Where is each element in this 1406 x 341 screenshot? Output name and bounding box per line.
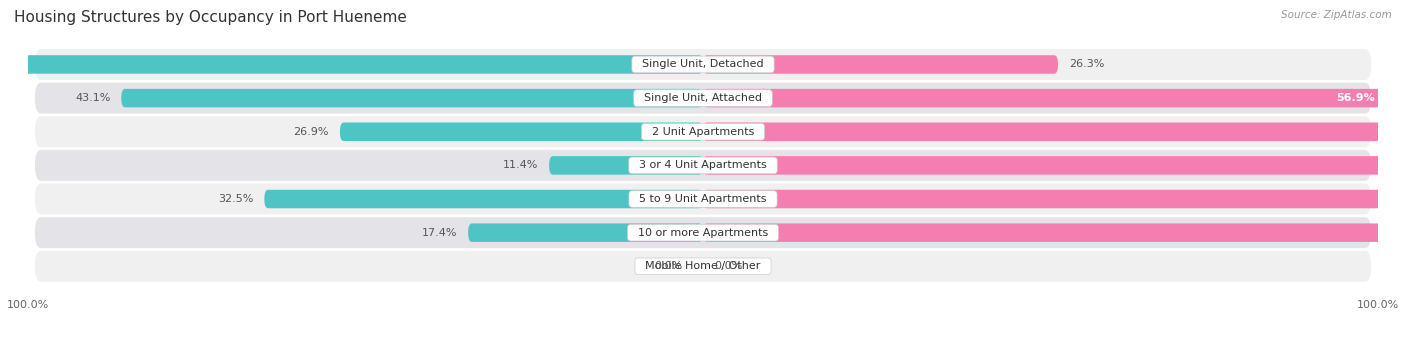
Text: Mobile Home / Other: Mobile Home / Other: [638, 261, 768, 271]
Text: 32.5%: 32.5%: [218, 194, 253, 204]
Text: 0.0%: 0.0%: [655, 261, 683, 271]
FancyBboxPatch shape: [703, 89, 1406, 107]
FancyBboxPatch shape: [35, 83, 1371, 114]
FancyBboxPatch shape: [703, 223, 1406, 242]
Text: 2 Unit Apartments: 2 Unit Apartments: [645, 127, 761, 137]
FancyBboxPatch shape: [550, 156, 703, 175]
FancyBboxPatch shape: [35, 183, 1371, 214]
FancyBboxPatch shape: [703, 55, 1057, 74]
Text: 0.0%: 0.0%: [714, 261, 742, 271]
FancyBboxPatch shape: [703, 122, 1406, 141]
Text: Single Unit, Detached: Single Unit, Detached: [636, 59, 770, 70]
FancyBboxPatch shape: [35, 217, 1371, 248]
FancyBboxPatch shape: [35, 251, 1371, 282]
Text: 10 or more Apartments: 10 or more Apartments: [631, 228, 775, 238]
FancyBboxPatch shape: [703, 156, 1406, 175]
FancyBboxPatch shape: [121, 89, 703, 107]
Text: 5 to 9 Unit Apartments: 5 to 9 Unit Apartments: [633, 194, 773, 204]
FancyBboxPatch shape: [703, 190, 1406, 208]
Text: Housing Structures by Occupancy in Port Hueneme: Housing Structures by Occupancy in Port …: [14, 10, 406, 25]
Text: 73.7%: 73.7%: [0, 59, 25, 70]
FancyBboxPatch shape: [35, 150, 1371, 181]
Text: 11.4%: 11.4%: [503, 160, 538, 170]
FancyBboxPatch shape: [35, 49, 1371, 80]
FancyBboxPatch shape: [340, 122, 703, 141]
Text: 26.9%: 26.9%: [294, 127, 329, 137]
FancyBboxPatch shape: [264, 190, 703, 208]
Text: 56.9%: 56.9%: [1337, 93, 1375, 103]
FancyBboxPatch shape: [0, 55, 703, 74]
Text: Single Unit, Attached: Single Unit, Attached: [637, 93, 769, 103]
Text: 43.1%: 43.1%: [75, 93, 111, 103]
Text: 3 or 4 Unit Apartments: 3 or 4 Unit Apartments: [633, 160, 773, 170]
Text: 26.3%: 26.3%: [1069, 59, 1104, 70]
FancyBboxPatch shape: [35, 116, 1371, 147]
FancyBboxPatch shape: [468, 223, 703, 242]
Text: 17.4%: 17.4%: [422, 228, 457, 238]
Text: Source: ZipAtlas.com: Source: ZipAtlas.com: [1281, 10, 1392, 20]
